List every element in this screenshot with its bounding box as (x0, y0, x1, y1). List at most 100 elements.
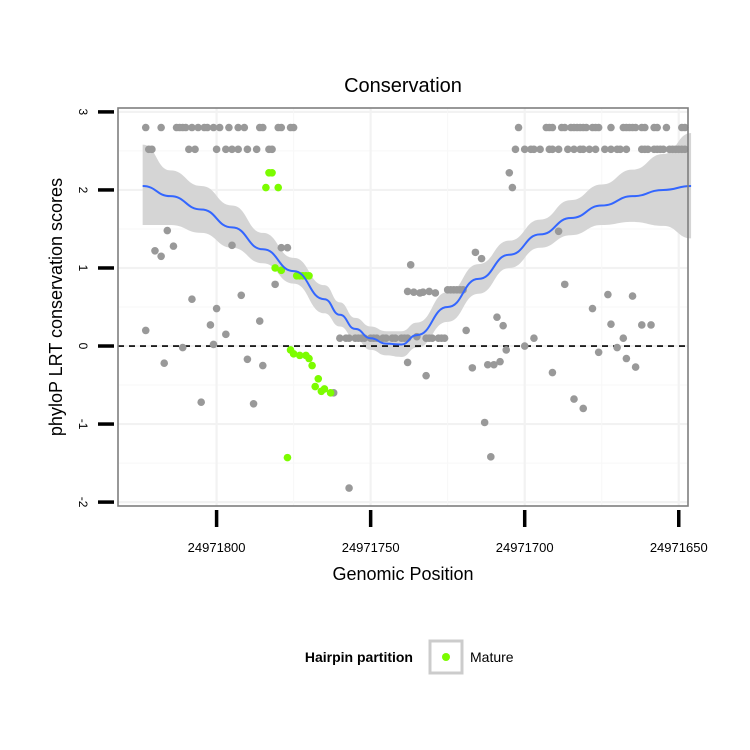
point-other (622, 145, 631, 154)
point-other (225, 123, 233, 132)
point-other (431, 289, 440, 297)
point-other (570, 395, 578, 403)
point-other (505, 168, 514, 177)
point-other (268, 145, 276, 154)
point-other (564, 145, 572, 154)
point-other (607, 320, 615, 328)
point-other (579, 404, 588, 413)
point-other (255, 317, 264, 325)
point-other (271, 280, 279, 289)
smooth-fit-line (142, 185, 692, 346)
point-other (588, 304, 597, 313)
point-other (382, 334, 390, 343)
y-tick-label: 0 (76, 343, 90, 350)
point-other (607, 145, 615, 154)
legend-key-mature (442, 653, 450, 661)
point-other (662, 123, 671, 132)
point-other (502, 346, 511, 354)
point-other (194, 123, 202, 132)
point-other (548, 123, 557, 132)
point-other (594, 123, 603, 132)
chart-title: Conservation (344, 75, 462, 97)
point-other (169, 242, 178, 250)
point-other (197, 398, 205, 407)
point-other (471, 248, 480, 257)
point-mature (262, 183, 270, 192)
point-other (631, 123, 640, 132)
y-axis-label: phyloP LRT conservation scores (46, 178, 66, 436)
point-other (209, 123, 218, 132)
y-tick-label: 1 (76, 265, 90, 272)
x-axis-label: Genomic Position (332, 564, 473, 584)
point-other (579, 145, 588, 154)
point-other (336, 334, 344, 343)
point-other (212, 145, 221, 154)
point-other (157, 252, 165, 261)
point-other (203, 123, 212, 132)
point-other (234, 123, 242, 132)
point-other (277, 243, 286, 252)
point-other (228, 241, 236, 250)
point-other (222, 330, 230, 339)
point-other (616, 145, 625, 154)
x-axis: 24971800 24971750 24971700 24971650 (188, 510, 708, 555)
point-other (560, 280, 569, 289)
point-other (181, 123, 190, 132)
y-tick-label: -2 (76, 497, 90, 508)
point-other (259, 361, 267, 370)
point-other (178, 343, 187, 352)
point-other (163, 226, 172, 235)
point-other (604, 290, 612, 299)
point-other (480, 418, 489, 427)
smooth-line (142, 185, 692, 346)
legend-label-mature: Mature (470, 649, 514, 665)
point-other (681, 145, 689, 154)
point-other (508, 183, 517, 192)
point-other (520, 145, 529, 154)
point-other (637, 321, 646, 329)
point-other (468, 364, 477, 372)
point-other (644, 145, 652, 154)
y-tick-label: 3 (76, 109, 90, 116)
point-other (570, 145, 578, 154)
point-other (681, 123, 689, 132)
point-other (243, 145, 252, 154)
point-other (511, 145, 520, 154)
point-other (585, 145, 594, 154)
point-mature (326, 389, 335, 397)
point-mature (271, 264, 279, 272)
point-other (560, 123, 569, 132)
point-other (520, 342, 529, 350)
point-other (490, 360, 498, 369)
point-other (462, 326, 470, 335)
point-other (477, 254, 486, 263)
point-mature (317, 387, 326, 396)
y-axis: -2 -1 0 1 2 3 (76, 109, 114, 508)
point-other (554, 145, 563, 154)
point-mature (277, 266, 286, 275)
x-tick-label: 24971750 (342, 540, 400, 555)
point-other (530, 145, 538, 154)
point-other (277, 123, 286, 132)
point-mature (305, 354, 313, 363)
point-other (428, 334, 437, 343)
point-mature (274, 183, 283, 192)
point-other (487, 453, 495, 461)
point-other (237, 291, 246, 300)
point-other (403, 287, 412, 296)
point-mature (311, 382, 319, 391)
y-tick-label: 2 (76, 187, 90, 194)
point-other (409, 288, 418, 296)
point-other (228, 145, 236, 154)
point-other (499, 321, 507, 330)
point-other (483, 360, 492, 369)
point-other (215, 123, 224, 132)
point-other (249, 399, 258, 408)
point-other (289, 123, 298, 132)
point-other (582, 123, 591, 132)
point-other (613, 343, 621, 352)
point-other (591, 145, 600, 154)
point-other (206, 321, 215, 329)
point-other (493, 313, 501, 321)
